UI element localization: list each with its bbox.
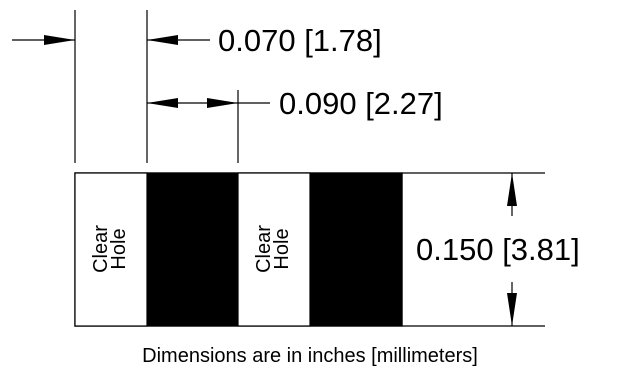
clear-hole-label-1-line1: Clear (90, 225, 112, 273)
arrowhead-height-top (507, 173, 517, 206)
units-caption: Dimensions are in inches [millimeters] (142, 345, 478, 367)
clear-hole-label-2: Clear Hole (253, 225, 293, 273)
clear-hole-label-2-line2: Hole (271, 228, 293, 269)
arrowhead-height-bottom (507, 293, 517, 326)
arrowhead-hole-right (147, 35, 178, 45)
solid-strip-2 (310, 173, 402, 326)
arrowhead-pitch-right (207, 98, 238, 108)
arrowhead-hole-left (44, 35, 75, 45)
dimension-pitch: 0.090 [2.27] (279, 86, 443, 121)
dimension-height: 0.150 [3.81] (416, 232, 580, 267)
arrowhead-pitch-left (147, 98, 178, 108)
clear-hole-label-1: Clear Hole (90, 225, 130, 273)
dimension-hole-width: 0.070 [1.78] (218, 23, 382, 58)
clear-hole-label-1-line2: Hole (108, 228, 130, 269)
solid-strip-1 (147, 173, 238, 326)
clear-hole-label-2-line1: Clear (253, 225, 275, 273)
